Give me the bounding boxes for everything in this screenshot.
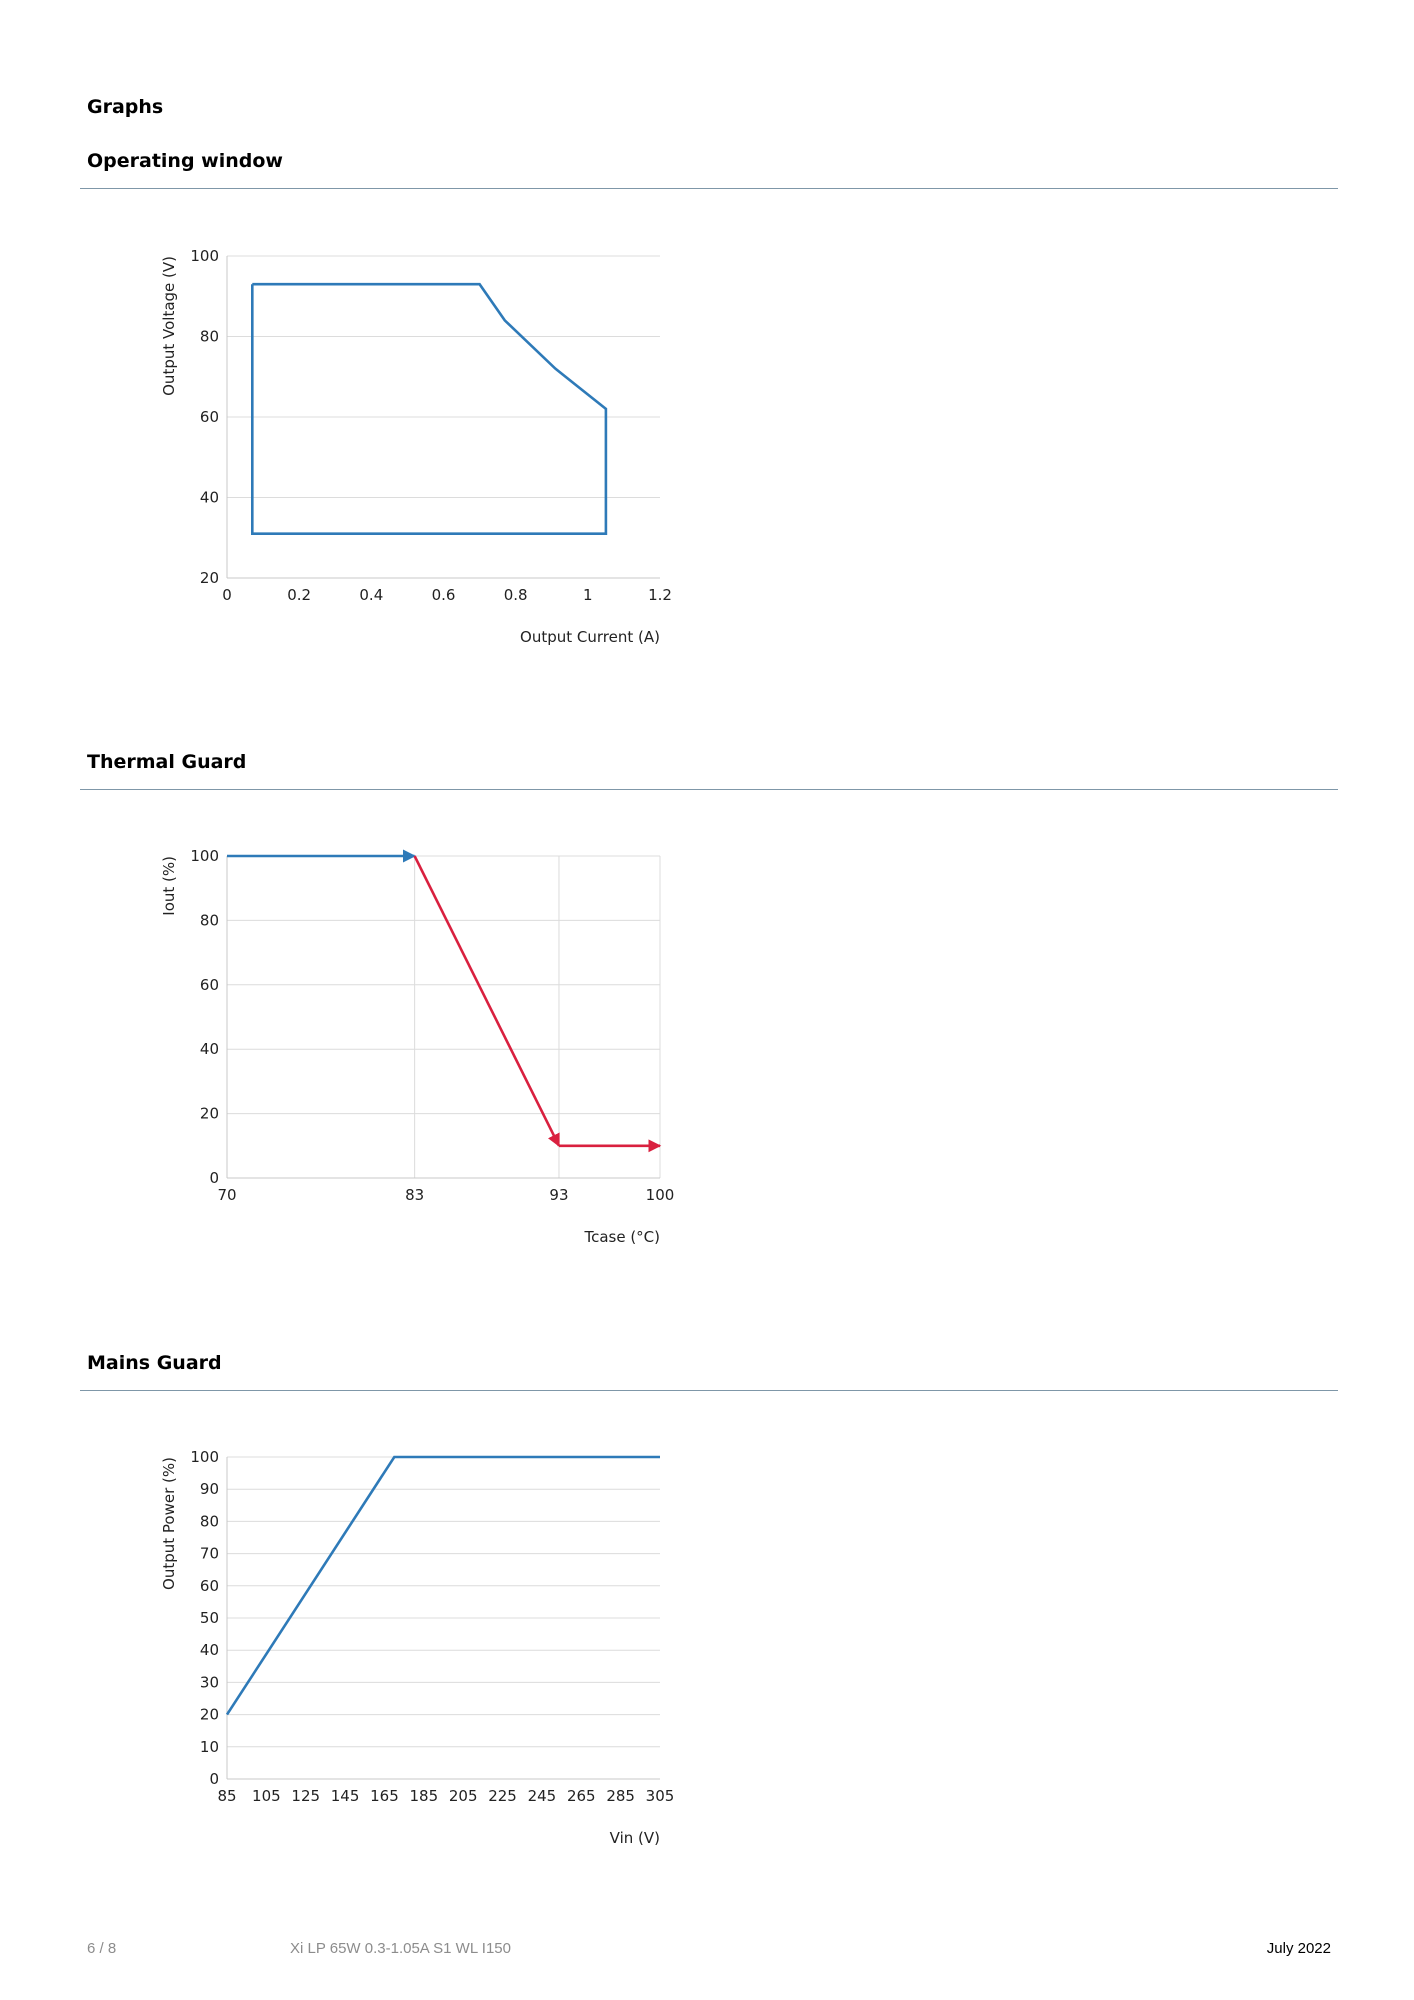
- divider: [80, 1390, 1338, 1391]
- y-tick-label: 0: [209, 1169, 219, 1187]
- y-tick-label: 30: [200, 1673, 219, 1691]
- x-tick-label: 0.6: [432, 586, 456, 604]
- x-tick-label: 85: [217, 1787, 236, 1805]
- series-line: [225, 1455, 660, 1716]
- y-tick-label: 50: [200, 1609, 219, 1627]
- footer-product-name: Xi LP 65W 0.3-1.05A S1 WL I150: [290, 1940, 511, 1957]
- x-axis-label: Output Current (A): [520, 628, 660, 646]
- x-tick-label: 205: [449, 1787, 478, 1805]
- x-tick-label: 305: [646, 1787, 675, 1805]
- y-tick-label: 100: [190, 247, 219, 265]
- y-tick-label: 80: [200, 1512, 219, 1530]
- y-axis-label: Output Voltage (V): [160, 256, 178, 396]
- y-tick-label: 20: [200, 1105, 219, 1123]
- x-tick-label: 0.4: [359, 586, 383, 604]
- x-axis-label: Tcase (°C): [583, 1228, 660, 1246]
- x-tick-label: 0.8: [504, 586, 528, 604]
- y-tick-label: 80: [200, 911, 219, 929]
- x-tick-label: 0: [222, 586, 232, 604]
- y-tick-label: 40: [200, 1641, 219, 1659]
- y-tick-label: 40: [200, 489, 219, 507]
- footer-date: July 2022: [1266, 1940, 1331, 1957]
- y-axis-label: Iout (%): [160, 856, 178, 916]
- chart-mains-guard: 0 10 20 30 40 50 60 70 80 90 100 85 105 125 145 165 185 2…: [160, 1448, 675, 1847]
- y-axis-label: Output Power (%): [160, 1457, 178, 1590]
- section-title: Graphs: [87, 96, 164, 118]
- x-tick-label: 83: [405, 1186, 424, 1204]
- footer-page-number: 6 / 8: [87, 1940, 117, 1957]
- x-tick-label: 125: [291, 1787, 320, 1805]
- y-tick-label: 10: [200, 1738, 219, 1756]
- y-tick-label: 60: [200, 976, 219, 994]
- x-tick-label: 1: [583, 586, 593, 604]
- y-tick-label: 100: [190, 1448, 219, 1466]
- x-tick-label: 285: [606, 1787, 635, 1805]
- x-tick-label: 0.2: [287, 586, 311, 604]
- chart-heading-mains-guard: Mains Guard: [87, 1352, 222, 1374]
- y-tick-label: 20: [200, 1706, 219, 1724]
- x-tick-label: 70: [217, 1186, 236, 1204]
- x-tick-label: 265: [567, 1787, 596, 1805]
- y-tick-label: 0: [209, 1770, 219, 1788]
- y-tick-label: 70: [200, 1545, 219, 1563]
- y-tick-label: 90: [200, 1480, 219, 1498]
- chart-operating-window: 20 40 60 80 100 0 0.2 0.4 0.6 0.8 1 1.2 Output Curre…: [160, 247, 672, 646]
- x-tick-label: 225: [488, 1787, 517, 1805]
- x-tick-label: 105: [252, 1787, 281, 1805]
- chart-heading-thermal-guard: Thermal Guard: [87, 751, 247, 773]
- chart-heading-operating-window: Operating window: [87, 150, 283, 172]
- x-tick-label: 100: [646, 1186, 675, 1204]
- y-tick-label: 80: [200, 328, 219, 346]
- divider: [80, 188, 1338, 189]
- x-tick-label: 93: [549, 1186, 568, 1204]
- divider: [80, 789, 1338, 790]
- x-tick-label: 185: [409, 1787, 438, 1805]
- x-tick-label: 1.2: [648, 586, 672, 604]
- y-tick-label: 20: [200, 569, 219, 587]
- series-line: [413, 855, 561, 1147]
- series-line: [251, 282, 608, 536]
- x-tick-label: 165: [370, 1787, 399, 1805]
- y-tick-label: 60: [200, 1577, 219, 1595]
- chart-thermal-guard: 0 20 40 60 80 100 70 83 93 100 Tcase (°C) Iout (%): [160, 847, 675, 1246]
- x-tick-label: 245: [528, 1787, 557, 1805]
- y-tick-label: 40: [200, 1040, 219, 1058]
- x-axis-label: Vin (V): [610, 1829, 660, 1847]
- x-tick-label: 145: [331, 1787, 360, 1805]
- y-tick-label: 60: [200, 408, 219, 426]
- y-tick-label: 100: [190, 847, 219, 865]
